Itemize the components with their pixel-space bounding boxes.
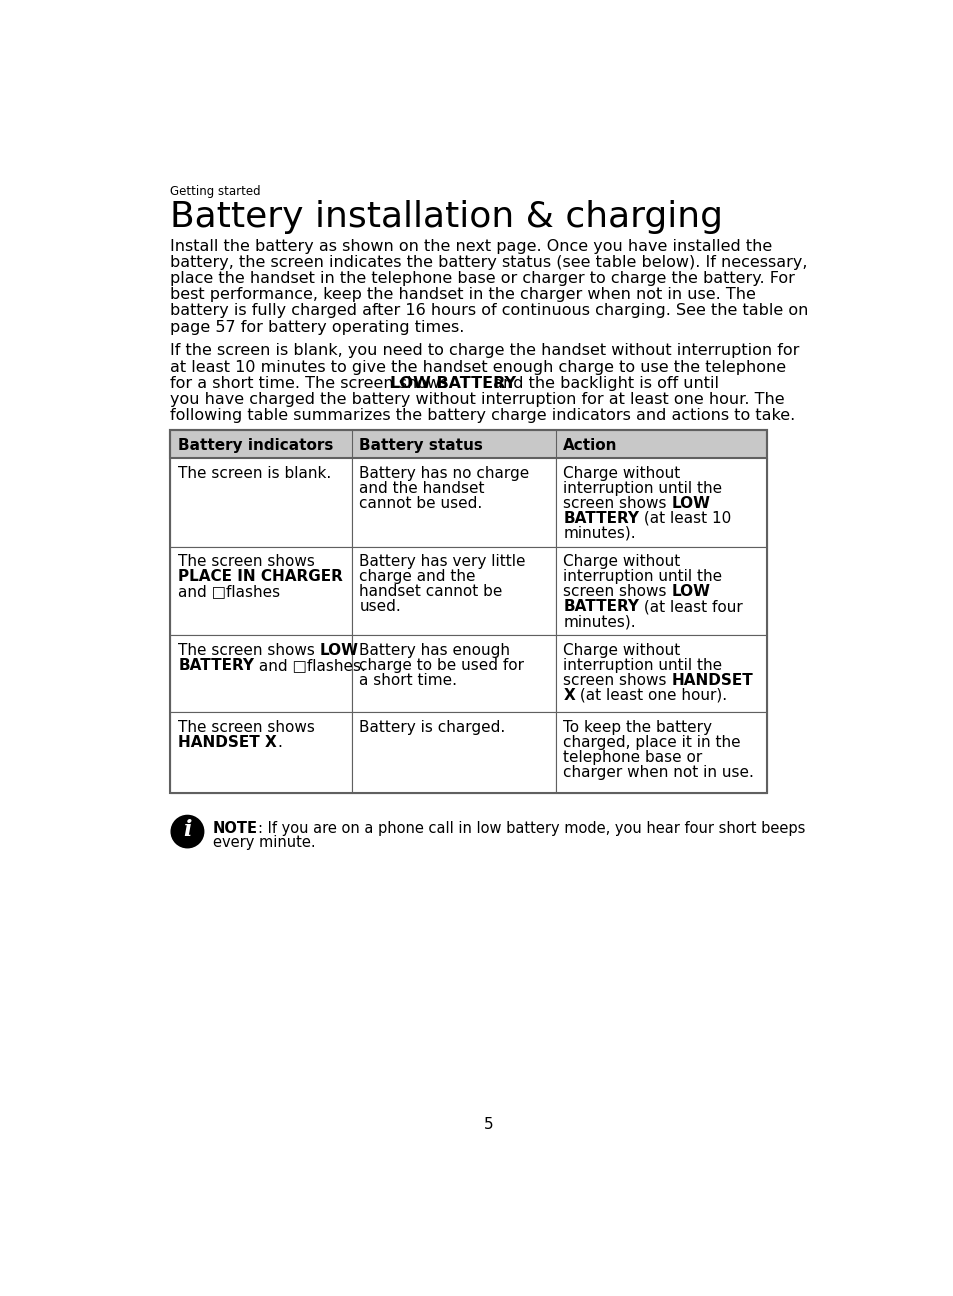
Text: page 57 for battery operating times.: page 57 for battery operating times. (171, 320, 464, 334)
Text: place the handset in the telephone base or charger to charge the battery. For: place the handset in the telephone base … (171, 271, 795, 286)
Text: (at least 10: (at least 10 (639, 511, 731, 526)
Text: you have charged the battery without interruption for at least one hour. The: you have charged the battery without int… (171, 391, 784, 407)
Text: at least 10 minutes to give the handset enough charge to use the telephone: at least 10 minutes to give the handset … (171, 359, 785, 375)
Text: BATTERY: BATTERY (562, 600, 639, 614)
Text: LOW BATTERY: LOW BATTERY (390, 376, 516, 390)
Text: charged, place it in the: charged, place it in the (562, 735, 740, 750)
Text: battery is fully charged after 16 hours of continuous charging. See the table on: battery is fully charged after 16 hours … (171, 303, 808, 319)
Text: minutes).: minutes). (562, 526, 636, 540)
Text: handset cannot be: handset cannot be (359, 584, 502, 600)
Bar (171, 547, 352, 635)
Text: 5: 5 (483, 1117, 494, 1131)
Text: telephone base or: telephone base or (562, 750, 701, 765)
Text: Battery has enough: Battery has enough (359, 643, 510, 658)
Text: Battery has very little: Battery has very little (359, 555, 525, 569)
Text: and □flashes: and □flashes (178, 584, 280, 600)
Circle shape (171, 815, 204, 848)
Bar (171, 457, 352, 547)
Text: The screen shows: The screen shows (178, 555, 314, 569)
Text: and the backlight is off until: and the backlight is off until (487, 376, 718, 390)
Bar (352, 547, 555, 635)
Text: used.: used. (359, 600, 401, 614)
Text: best performance, keep the handset in the charger when not in use. The: best performance, keep the handset in th… (171, 288, 756, 302)
Text: LOW: LOW (319, 643, 358, 658)
Text: .: . (276, 735, 281, 750)
Text: interruption until the: interruption until the (562, 481, 721, 496)
Text: cannot be used.: cannot be used. (359, 496, 482, 511)
Text: If the screen is blank, you need to charge the handset without interruption for: If the screen is blank, you need to char… (171, 343, 799, 359)
Text: PLACE IN CHARGER: PLACE IN CHARGER (178, 569, 343, 584)
Text: Battery status: Battery status (359, 438, 483, 454)
Text: (at least four: (at least four (639, 600, 742, 614)
Bar (555, 635, 766, 713)
Text: Battery installation & charging: Battery installation & charging (171, 200, 722, 235)
Text: and the handset: and the handset (359, 481, 484, 496)
Text: The screen is blank.: The screen is blank. (178, 465, 331, 481)
Text: : If you are on a phone call in low battery mode, you hear four short beeps: : If you are on a phone call in low batt… (257, 820, 804, 836)
Text: charger when not in use.: charger when not in use. (562, 765, 754, 780)
Text: Charge without: Charge without (562, 555, 679, 569)
Text: charge to be used for: charge to be used for (359, 658, 524, 673)
Text: i: i (183, 819, 192, 841)
Bar (555, 713, 766, 793)
Text: battery, the screen indicates the battery status (see table below). If necessary: battery, the screen indicates the batter… (171, 255, 807, 270)
Bar (171, 635, 352, 713)
Text: To keep the battery: To keep the battery (562, 721, 712, 735)
Text: minutes).: minutes). (562, 614, 636, 630)
Text: Charge without: Charge without (562, 465, 679, 481)
Text: screen shows: screen shows (562, 584, 671, 600)
Text: screen shows: screen shows (562, 673, 671, 688)
Text: (at least one hour).: (at least one hour). (575, 688, 726, 702)
Text: and □flashes.: and □flashes. (253, 658, 366, 673)
Bar (171, 430, 766, 457)
Text: following table summarizes the battery charge indicators and actions to take.: following table summarizes the battery c… (171, 408, 795, 422)
Text: LOW: LOW (671, 584, 710, 600)
Text: NOTE: NOTE (213, 820, 257, 836)
Text: interruption until the: interruption until the (562, 658, 721, 673)
Text: HANDSET: HANDSET (671, 673, 753, 688)
Text: Charge without: Charge without (562, 643, 679, 658)
Text: HANDSET X: HANDSET X (178, 735, 276, 750)
Text: The screen shows: The screen shows (178, 643, 319, 658)
Bar (352, 635, 555, 713)
Text: Battery indicators: Battery indicators (178, 438, 334, 454)
Bar (555, 547, 766, 635)
Text: Install the battery as shown on the next page. Once you have installed the: Install the battery as shown on the next… (171, 238, 772, 254)
Text: X: X (562, 688, 575, 702)
Bar (352, 457, 555, 547)
Text: charge and the: charge and the (359, 569, 476, 584)
Text: interruption until the: interruption until the (562, 569, 721, 584)
Text: BATTERY: BATTERY (562, 511, 639, 526)
Text: LOW: LOW (671, 496, 710, 511)
Bar (352, 713, 555, 793)
Text: every minute.: every minute. (213, 836, 315, 850)
Bar (171, 713, 352, 793)
Text: a short time.: a short time. (359, 673, 457, 688)
Text: Action: Action (562, 438, 618, 454)
Bar (555, 457, 766, 547)
Text: Battery has no charge: Battery has no charge (359, 465, 529, 481)
Bar (171, 430, 766, 793)
Text: The screen shows: The screen shows (178, 721, 314, 735)
Text: Getting started: Getting started (171, 185, 261, 198)
Text: screen shows: screen shows (562, 496, 671, 511)
Text: Battery is charged.: Battery is charged. (359, 721, 505, 735)
Text: for a short time. The screen shows: for a short time. The screen shows (171, 376, 454, 390)
Text: BATTERY: BATTERY (178, 658, 253, 673)
